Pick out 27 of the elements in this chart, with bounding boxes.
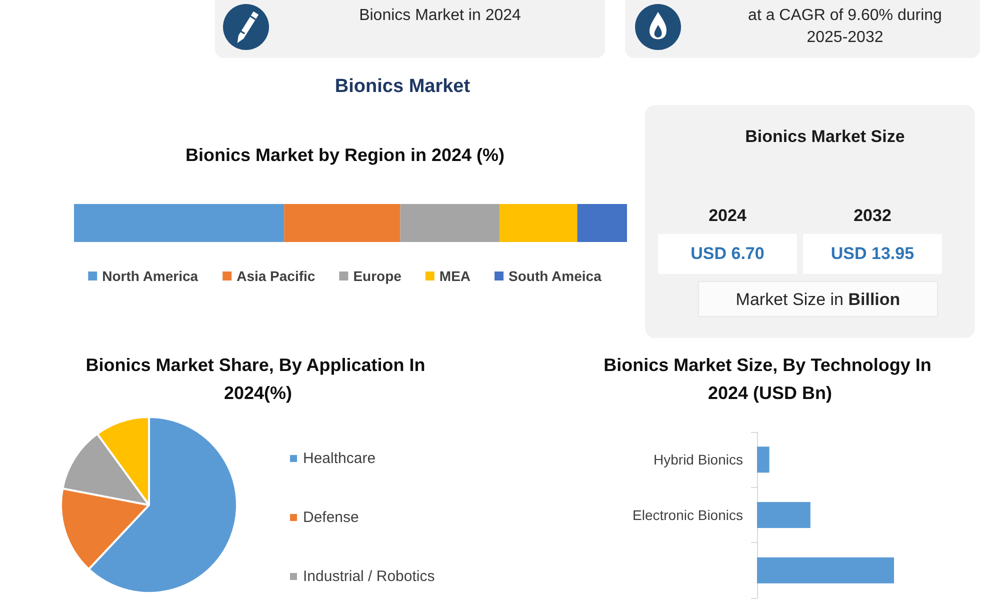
bar	[577, 204, 627, 242]
bar	[284, 204, 400, 242]
legend-label: Europe	[353, 268, 402, 284]
text: at a CAGR of 9.60% during 2025-2032	[747, 6, 943, 48]
legend-label: Defense	[303, 509, 359, 526]
text: USD 6.70	[658, 234, 797, 274]
legend-label: Asia Pacific	[236, 268, 316, 284]
text: Market Size in Billion	[698, 281, 938, 317]
legend-label: South Ameica	[508, 268, 602, 284]
y-tick-label: Hybrid Bionics	[654, 452, 743, 468]
bar	[400, 204, 500, 242]
bar	[500, 204, 578, 242]
legend-label: Healthcare	[303, 450, 376, 467]
text: 2032	[852, 205, 892, 227]
legend-label: MEA	[439, 268, 471, 284]
text: Bionics Market Size	[744, 127, 906, 147]
text: Bionics Market in 2024	[358, 6, 522, 26]
y-tick-label: Electronic Bionics	[632, 507, 743, 523]
text: 2024	[708, 205, 748, 227]
bar	[74, 204, 284, 242]
text: Bionics Market	[334, 75, 472, 99]
chart-title: Bionics Market Share, By Application In 2024(%)	[86, 355, 430, 403]
legend-label: Industrial / Robotics	[303, 568, 435, 585]
legend-label: North America	[102, 268, 198, 284]
chart-title: Bionics Market by Region in 2024 (%)	[185, 145, 505, 165]
text: USD 13.95	[803, 234, 942, 274]
chart-title: Bionics Market Size, By Technology In 2024 (USD Bn)	[604, 355, 936, 403]
